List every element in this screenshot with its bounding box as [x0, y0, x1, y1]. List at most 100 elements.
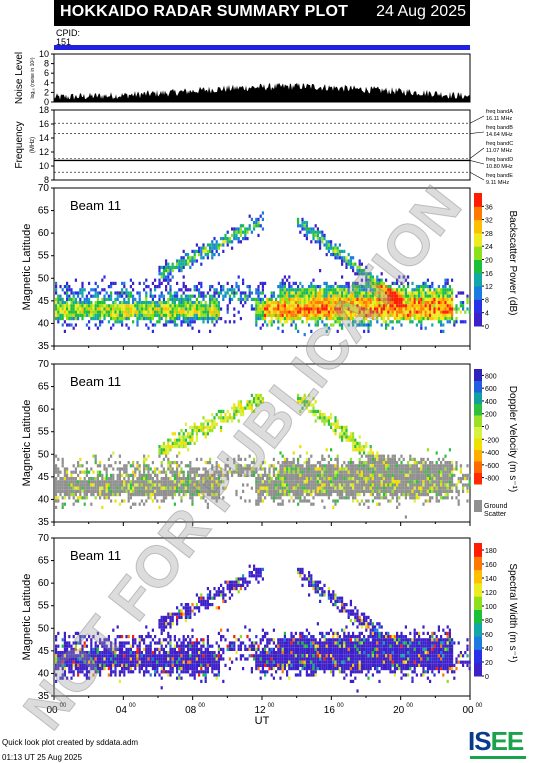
doppler-velocity-cell: [99, 483, 102, 487]
doppler-velocity-cell: [380, 467, 383, 471]
doppler-velocity-cell: [389, 464, 392, 468]
doppler-velocity-cell: [413, 470, 416, 474]
doppler-velocity-cell: [191, 425, 194, 429]
doppler-velocity-cell: [420, 461, 423, 465]
doppler-velocity-cell: [444, 493, 447, 497]
spectral-width-cell: [110, 654, 113, 658]
doppler-velocity-cell: [257, 483, 260, 487]
doppler-velocity-cell: [268, 480, 271, 484]
doppler-velocity-cell: [193, 441, 196, 445]
backscatter-power-cell: [356, 304, 359, 308]
spectral-width-cell: [143, 641, 146, 645]
doppler-velocity-cell: [389, 486, 392, 490]
backscatter-power-cell: [369, 294, 372, 298]
backscatter-power-cell: [389, 291, 392, 295]
spectral-width-cell: [74, 660, 77, 664]
doppler-velocity-cell: [264, 483, 267, 487]
backscatter-power-cell: [261, 301, 264, 305]
backscatter-power-cell: [338, 297, 341, 301]
doppler-velocity-cell: [352, 435, 355, 439]
doppler-velocity-cell: [343, 477, 346, 481]
doppler-velocity-cell: [277, 496, 280, 500]
backscatter-power-cell: [323, 294, 326, 298]
spectral-width-cell: [59, 660, 62, 664]
doppler-velocity-cell: [393, 477, 396, 481]
spectral-width-cell: [101, 644, 104, 648]
backscatter-power-cell: [442, 291, 445, 295]
doppler-velocity-cell: [182, 438, 185, 442]
doppler-velocity-cell: [191, 435, 194, 439]
backscatter-power-cell: [272, 301, 275, 305]
backscatter-power-cell: [138, 307, 141, 311]
backscatter-power-cell: [140, 304, 143, 308]
doppler-velocity-cell: [272, 493, 275, 497]
doppler-velocity-cell: [336, 461, 339, 465]
backscatter-power-ytick-label: 70: [38, 183, 50, 194]
backscatter-power-cell: [114, 281, 117, 285]
spectral-width-cell: [94, 660, 97, 664]
doppler-velocity-cell: [173, 441, 176, 445]
doppler-velocity-cell: [444, 477, 447, 481]
doppler-velocity-cell: [316, 409, 319, 413]
backscatter-power-cell: [323, 297, 326, 301]
backscatter-power-cell: [290, 285, 293, 289]
doppler-velocity-cell: [321, 480, 324, 484]
backscatter-power-cell: [202, 291, 205, 295]
backscatter-power-cell: [70, 297, 73, 301]
doppler-velocity-cell: [202, 429, 205, 433]
backscatter-power-colorbar-tick-label: 28: [485, 231, 493, 238]
doppler-velocity-cell: [209, 486, 212, 490]
doppler-velocity-cell: [345, 435, 348, 439]
doppler-velocity-cell: [433, 477, 436, 481]
backscatter-power-cell: [182, 317, 185, 321]
backscatter-power-cell: [158, 285, 161, 289]
backscatter-power-cell: [132, 310, 135, 314]
doppler-velocity-cell: [162, 483, 165, 487]
backscatter-power-cells: [55, 211, 471, 337]
spectral-width-cell: [83, 635, 86, 639]
backscatter-power-cell: [332, 294, 335, 298]
doppler-velocity-cell: [79, 483, 82, 487]
doppler-velocity-cell: [466, 483, 469, 487]
backscatter-power-cell: [215, 310, 218, 314]
doppler-velocity-cell: [382, 464, 385, 468]
spectral-width-cell: [105, 660, 108, 664]
backscatter-power-cell: [308, 288, 311, 292]
doppler-velocity-cell: [316, 467, 319, 471]
backscatter-power-cell: [193, 249, 196, 253]
backscatter-power-cell: [213, 323, 216, 327]
doppler-velocity-cell: [211, 467, 214, 471]
doppler-velocity-cell: [281, 502, 284, 506]
doppler-velocity-cell: [277, 493, 280, 497]
doppler-velocity-cell: [191, 486, 194, 490]
doppler-velocity-cell: [123, 477, 126, 481]
backscatter-power-cell: [96, 285, 99, 289]
backscatter-power-cell: [206, 249, 209, 253]
backscatter-power-cell: [226, 291, 229, 295]
backscatter-power-cell: [360, 320, 363, 324]
backscatter-power-cell: [409, 294, 412, 298]
doppler-velocity-cell: [257, 400, 260, 404]
spectral-width-cell: [121, 663, 124, 667]
backscatter-power-cell: [455, 294, 458, 298]
doppler-velocity-cell: [312, 397, 315, 401]
doppler-velocity-cell: [387, 461, 390, 465]
backscatter-power-cell: [127, 294, 130, 298]
backscatter-power-cell: [341, 301, 344, 305]
backscatter-power-cell: [303, 224, 306, 228]
doppler-velocity-cell: [363, 464, 366, 468]
spectral-width-cell: [74, 644, 77, 648]
backscatter-power-cell: [270, 310, 273, 314]
backscatter-power-cell: [303, 233, 306, 237]
doppler-velocity-cell: [380, 473, 383, 477]
spectral-width-cell: [63, 638, 66, 642]
spectral-width-cell: [121, 654, 124, 658]
doppler-velocity-cell: [431, 467, 434, 471]
doppler-velocity-cell: [200, 457, 203, 461]
doppler-velocity-cell: [118, 493, 121, 497]
doppler-velocity-cell: [336, 425, 339, 429]
backscatter-power-cell: [151, 281, 154, 285]
doppler-velocity-cell: [59, 486, 62, 490]
doppler-velocity-cell: [209, 480, 212, 484]
backscatter-power-cell: [367, 329, 370, 333]
